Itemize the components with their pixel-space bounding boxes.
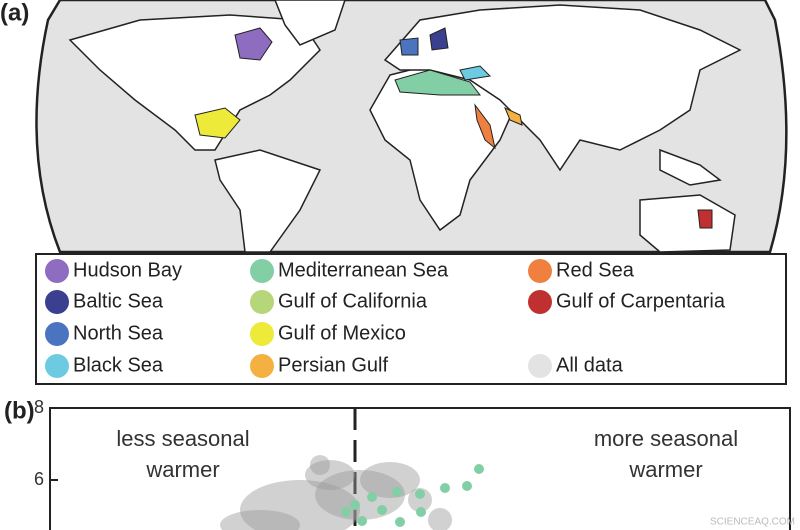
legend-label: North Sea <box>73 322 164 344</box>
y-tick-label: 6 <box>34 469 44 489</box>
legend-swatch <box>250 322 274 346</box>
legend-label: Red Sea <box>556 259 635 281</box>
annotation: warmer <box>145 457 219 482</box>
watermark: SCIENCEAQ.COM <box>710 517 795 528</box>
legend-swatch <box>528 290 552 314</box>
legend-label: Persian Gulf <box>278 354 388 376</box>
legend-box <box>35 253 787 385</box>
panel-label: (b) <box>4 397 35 424</box>
legend-label: Gulf of Carpentaria <box>556 290 726 312</box>
legend-swatch <box>250 290 274 314</box>
legend-swatch <box>250 354 274 378</box>
legend-label: All data <box>556 354 624 376</box>
legend-label: Baltic Sea <box>73 290 164 312</box>
legend-swatch <box>250 259 274 283</box>
legend-swatch <box>45 354 69 378</box>
panel-label: (a) <box>0 0 29 26</box>
legend-swatch <box>45 322 69 346</box>
legend-label: Black Sea <box>73 354 164 376</box>
legend-swatch <box>528 259 552 283</box>
annotation: less seasonal <box>116 426 249 451</box>
annotation: warmer <box>628 457 702 482</box>
legend-label: Gulf of Mexico <box>278 322 406 344</box>
legend: Hudson Bay Baltic Sea North Sea Black Sea Me… <box>45 259 726 378</box>
highlight-points <box>341 464 484 527</box>
legend-swatch <box>528 354 552 378</box>
legend-label: Mediterranean Sea <box>278 259 449 281</box>
world-map <box>35 0 788 254</box>
legend-label: Hudson Bay <box>73 259 182 281</box>
y-tick-label: 8 <box>34 397 44 417</box>
legend-swatch <box>45 290 69 314</box>
legend-label: Gulf of California <box>278 290 428 312</box>
annotation: more seasonal <box>594 426 738 451</box>
legend-swatch <box>45 259 69 283</box>
